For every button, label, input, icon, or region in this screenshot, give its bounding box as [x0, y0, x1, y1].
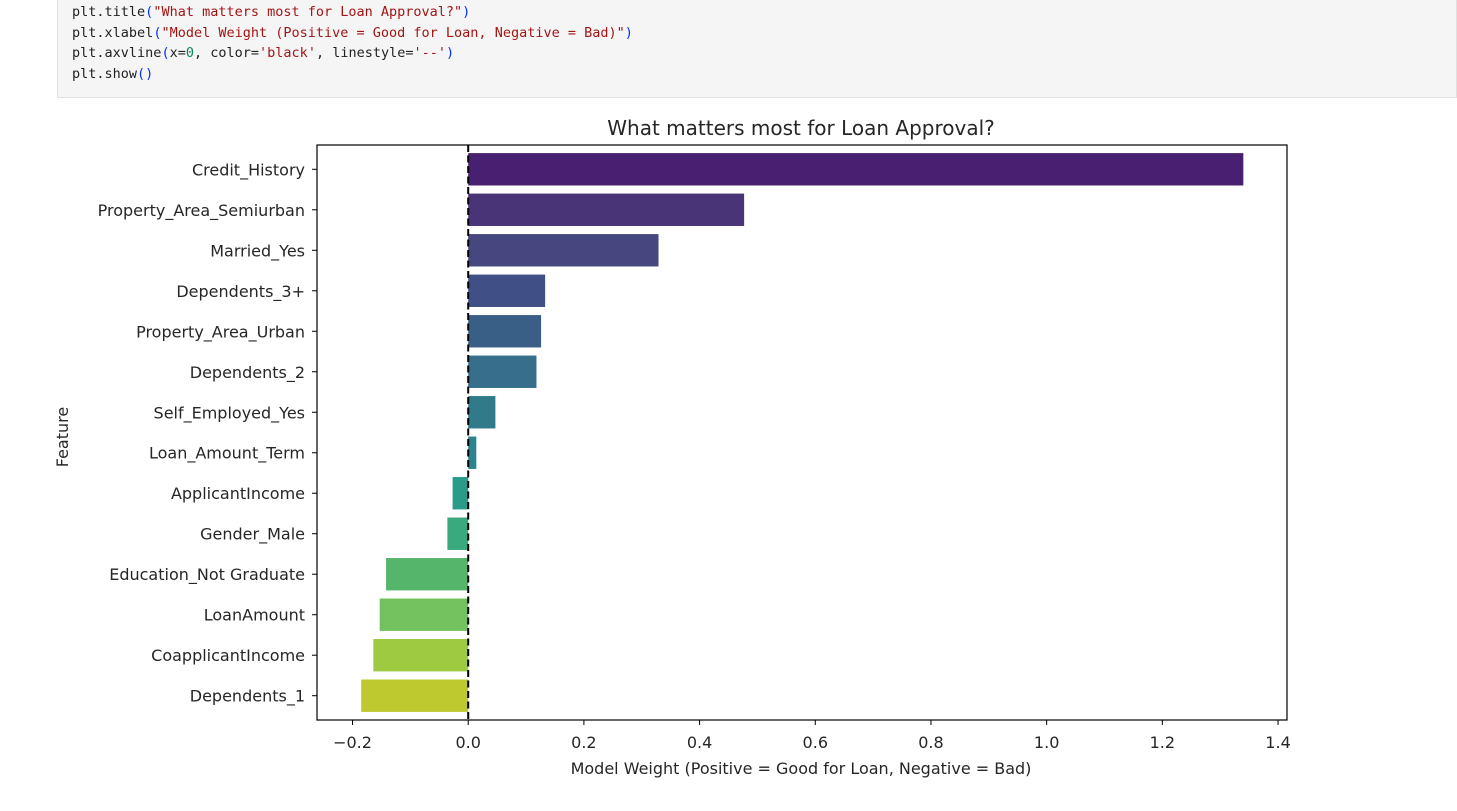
y-tick-label: CoapplicantIncome [151, 646, 305, 665]
bar [386, 558, 469, 591]
code-token: title [104, 4, 146, 20]
y-axis-label: Feature [53, 407, 72, 467]
bar-chart: What matters most for Loan Approval? Cre… [53, 116, 1291, 778]
code-token: linestyle [332, 45, 406, 61]
code-token: plt [72, 24, 97, 41]
bar [361, 679, 469, 712]
code-token: xlabel [104, 24, 154, 41]
y-tick-label: LoanAmount [204, 606, 305, 625]
code-token: "Model Weight (Positive = Good for Loan,… [161, 24, 625, 41]
y-tick-label: Education_Not Graduate [109, 565, 305, 585]
code-token: . [96, 4, 105, 20]
code-token: . [96, 65, 105, 82]
code-token: 'black' [259, 45, 316, 61]
y-axis: Credit_History Property_Area_Semiurban Mar… [98, 160, 317, 707]
bar [468, 436, 477, 469]
plot-frame [316, 144, 1288, 721]
x-axis-label: Model Weight (Positive = Good for Loan, … [571, 759, 1032, 778]
code-token: '--' [413, 45, 447, 61]
bar [468, 274, 546, 307]
code-line: plt.show() [72, 64, 633, 85]
code-token: ) [624, 24, 633, 41]
y-tick-label: Property_Area_Urban [136, 322, 305, 342]
y-tick-label: Loan_Amount_Term [149, 444, 305, 464]
code-token: ) [462, 4, 471, 20]
chart-title: What matters most for Loan Approval? [607, 116, 995, 140]
y-tick-label: Dependents_2 [190, 363, 305, 383]
bar [468, 396, 496, 429]
y-tick-label: Dependents_3+ [176, 282, 305, 302]
x-tick-label: 0.4 [687, 733, 712, 752]
y-tick-label: Married_Yes [210, 241, 305, 261]
code-editor[interactable]: plt.title("What matters most for Loan Ap… [72, 2, 633, 84]
x-tick-label: 0.6 [803, 733, 828, 752]
code-line: plt.axvline(x=0, color='black', linestyl… [72, 43, 633, 64]
code-token: 0 [185, 45, 194, 61]
y-tick-label: Credit_History [192, 160, 305, 180]
bar [447, 517, 469, 550]
x-tick-label: 0.8 [918, 733, 943, 752]
code-token: ( [153, 24, 162, 41]
code-line: plt.xlabel("Model Weight (Positive = Goo… [72, 23, 633, 44]
y-tick-label: Gender_Male [200, 525, 305, 545]
code-token: ( [145, 4, 154, 20]
y-tick-label: ApplicantIncome [171, 484, 305, 503]
code-token: axvline [104, 45, 162, 61]
x-tick-label: 0.0 [455, 733, 480, 752]
y-tick-label: Property_Area_Semiurban [98, 201, 305, 221]
x-tick-label: 1.4 [1265, 733, 1290, 752]
code-token: plt [72, 4, 97, 20]
y-tick-label: Dependents_1 [190, 687, 305, 707]
y-tick-label: Self_Employed_Yes [154, 403, 305, 423]
bar [468, 355, 537, 388]
code-token: show [104, 65, 138, 82]
bar [452, 477, 469, 510]
code-token: "What matters most for Loan Approval?" [153, 4, 463, 20]
code-token: ) [446, 45, 455, 61]
code-token: color [210, 45, 251, 61]
code-token: () [137, 65, 154, 82]
x-tick-label: −0.2 [333, 733, 372, 752]
bar [379, 598, 469, 631]
code-token: . [96, 24, 105, 41]
bar [468, 193, 745, 226]
code-token: , [194, 45, 211, 61]
x-axis: −0.2 0.0 0.2 0.4 0.6 0.8 1.0 1.2 1.4 [333, 720, 1291, 752]
cell-output: What matters most for Loan Approval? Cre… [0, 98, 1457, 811]
code-line: plt.title("What matters most for Loan Ap… [72, 2, 633, 23]
code-token: plt [72, 65, 97, 82]
bar [468, 153, 1244, 186]
code-token: ( [161, 45, 170, 61]
code-token: plt [72, 45, 97, 61]
bar [373, 639, 469, 672]
bars-layer [361, 153, 1244, 712]
bar [468, 234, 659, 267]
bar [468, 315, 542, 348]
code-token: = [405, 45, 414, 61]
code-token: , [315, 45, 333, 61]
x-tick-label: 0.2 [571, 733, 596, 752]
code-token: . [96, 45, 105, 61]
x-tick-label: 1.2 [1150, 733, 1175, 752]
code-token: = [177, 45, 186, 61]
code-token: x [169, 45, 178, 61]
code-cell[interactable]: plt.title("What matters most for Loan Ap… [57, 0, 1457, 98]
x-tick-label: 1.0 [1034, 733, 1059, 752]
code-token: = [250, 45, 260, 61]
